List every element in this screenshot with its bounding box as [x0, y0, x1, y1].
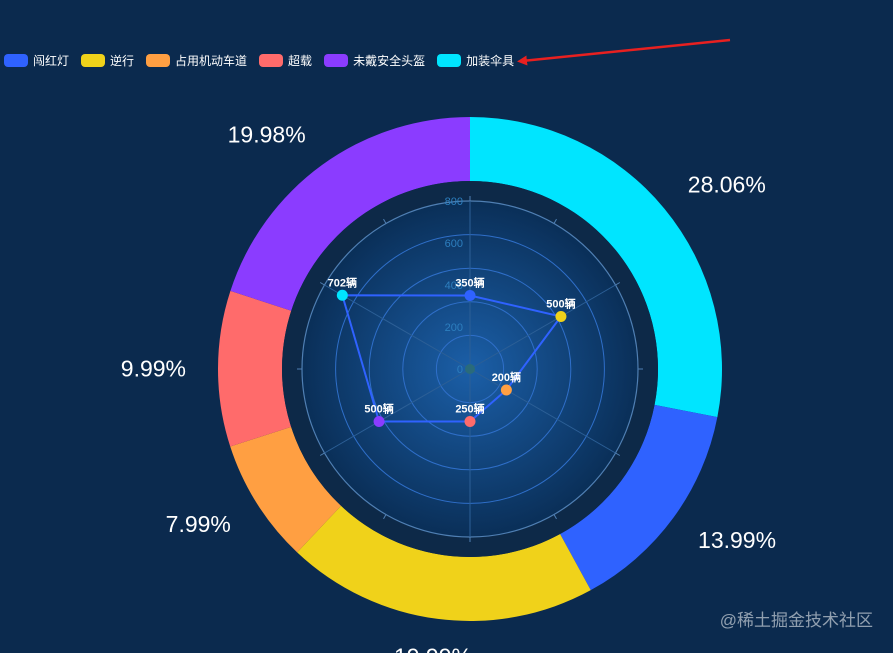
- radar-point[interactable]: [555, 311, 567, 322]
- radar-tick-labels: 0 200 400 600 800: [445, 196, 463, 376]
- watermark: @稀土掘金技术社区: [719, 611, 873, 630]
- radar-point[interactable]: [500, 384, 512, 396]
- donut-slice[interactable]: [560, 404, 718, 591]
- radar-point[interactable]: [336, 289, 348, 301]
- radar-tick-mark: [319, 282, 325, 286]
- donut-ring: [218, 117, 723, 621]
- radar-point[interactable]: [464, 290, 476, 301]
- radar-axis-line: [324, 284, 471, 370]
- radar-tick-mark: [615, 452, 621, 456]
- legend-swatch: [437, 54, 462, 67]
- donut-slice[interactable]: [470, 117, 723, 418]
- legend-swatch: [81, 54, 106, 67]
- donut-slice[interactable]: [230, 426, 342, 553]
- radar-tick-label: 400: [445, 280, 463, 292]
- annotation-arrow: [517, 38, 731, 66]
- radar-point-label: 500辆: [546, 297, 575, 311]
- donut-slice[interactable]: [218, 290, 292, 447]
- legend-label: 逆行: [110, 54, 135, 68]
- radar-tick-label: 800: [445, 196, 463, 208]
- donut-slice[interactable]: [230, 117, 470, 311]
- legend-swatch: [146, 54, 171, 67]
- percent-labels: 28.06% 13.99% 19.99% 7.99% 9.99% 19.98%: [121, 121, 776, 653]
- slice-percent-label: 19.99%: [394, 644, 472, 653]
- radar-point-label: 200辆: [492, 370, 521, 384]
- radar-tick-mark: [383, 514, 387, 520]
- legend-label: 闯红灯: [33, 54, 70, 68]
- legend-label: 占用机动车道: [175, 54, 248, 68]
- radar-center-dot: [465, 364, 475, 374]
- donut-slice[interactable]: [297, 505, 591, 621]
- legend-item[interactable]: 未戴安全头盔: [324, 52, 425, 69]
- radar-tick-label: 600: [445, 238, 463, 250]
- slice-percent-label: 13.99%: [698, 527, 776, 553]
- legend-item[interactable]: 占用机动车道: [146, 52, 247, 69]
- chart-legend: 闯红灯 逆行 占用机动车道 超载 未戴安全头盔 加装伞具: [4, 52, 514, 69]
- radar-point-label: 500辆: [364, 402, 393, 416]
- radar-point-label: 350辆: [455, 276, 484, 290]
- legend-item[interactable]: 闯红灯: [4, 52, 69, 69]
- radar-point-label: 250辆: [455, 402, 484, 416]
- radar-series: 350辆 500辆 200辆 250辆 500辆 702辆: [328, 275, 576, 427]
- radar-tick-mark: [553, 514, 557, 520]
- radar-axis-line: [324, 368, 471, 454]
- radar-tick-mark: [553, 218, 557, 224]
- radar-axis-line: [469, 284, 616, 370]
- legend-label: 未戴安全头盔: [353, 54, 426, 68]
- slice-percent-label: 9.99%: [121, 356, 186, 382]
- legend-item[interactable]: 逆行: [81, 52, 134, 69]
- legend-swatch: [259, 54, 284, 67]
- radar-tick-mark: [615, 282, 621, 286]
- legend-item[interactable]: 超载: [259, 52, 312, 69]
- slice-percent-label: 19.98%: [228, 121, 306, 147]
- radar-point[interactable]: [464, 416, 476, 427]
- radar-point[interactable]: [373, 416, 385, 427]
- slice-percent-label: 28.06%: [688, 172, 766, 198]
- radar-tick-label: 0: [457, 364, 463, 376]
- slice-percent-label: 7.99%: [166, 511, 231, 537]
- radar-tick-mark: [383, 218, 387, 224]
- legend-swatch: [4, 54, 28, 67]
- radar-axis-line: [469, 368, 616, 454]
- legend-item[interactable]: 加装伞具: [437, 52, 514, 69]
- legend-label: 超载: [288, 54, 313, 68]
- radar-point-label: 702辆: [328, 275, 357, 289]
- radar-tick-mark: [319, 452, 325, 456]
- radar-tick-label: 200: [445, 322, 463, 334]
- legend-label: 加装伞具: [466, 54, 515, 68]
- legend-swatch: [324, 54, 349, 67]
